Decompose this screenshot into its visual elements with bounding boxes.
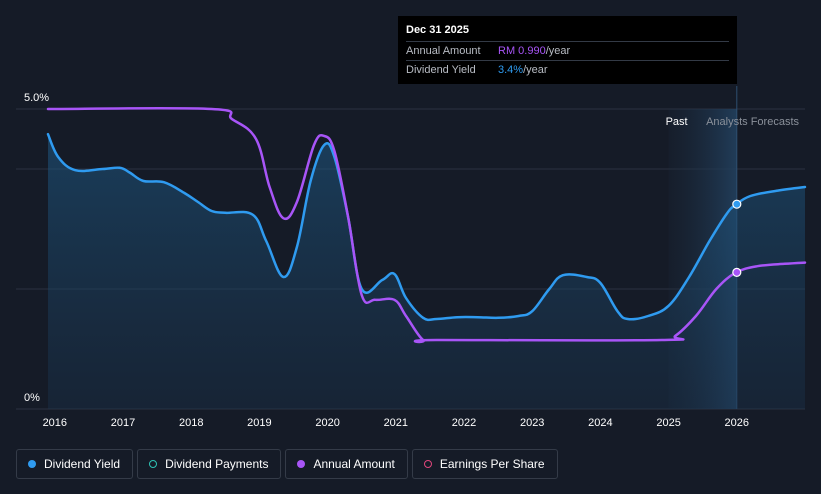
x-tick-label: 2021 bbox=[384, 417, 408, 429]
legend-earnings-per-share[interactable]: Earnings Per Share bbox=[411, 449, 558, 479]
tooltip-unit: /year bbox=[523, 64, 548, 76]
tooltip-unit: /year bbox=[545, 45, 571, 57]
tooltip-row-dividend-yield: Dividend Yield 3.4% /year bbox=[406, 60, 729, 79]
x-tick-label: 2018 bbox=[179, 417, 203, 429]
series-lines bbox=[46, 106, 807, 344]
series-markers bbox=[732, 199, 742, 277]
y-axis-ticks: 5.0% 0% bbox=[24, 92, 49, 404]
tooltip-value: 3.4% bbox=[498, 64, 524, 76]
annual-amount-line bbox=[46, 106, 807, 344]
legend-annual-amount[interactable]: Annual Amount bbox=[285, 449, 408, 479]
x-tick-label: 2020 bbox=[315, 417, 339, 429]
y-tick-label: 0% bbox=[24, 392, 40, 404]
x-tick-label: 2026 bbox=[725, 417, 749, 429]
x-tick-label: 2023 bbox=[520, 417, 544, 429]
tooltip-value: RM 0.990 bbox=[498, 45, 546, 57]
legend-label: Dividend Yield bbox=[44, 457, 121, 471]
x-tick-label: 2019 bbox=[247, 417, 271, 429]
legend-label: Earnings Per Share bbox=[439, 457, 545, 471]
legend-label: Annual Amount bbox=[313, 457, 395, 471]
y-tick-label: 5.0% bbox=[24, 92, 49, 104]
tooltip-label: Annual Amount bbox=[406, 45, 481, 57]
legend-dividend-payments[interactable]: Dividend Payments bbox=[137, 449, 282, 479]
legend-dot-icon bbox=[28, 460, 36, 468]
tooltip-row-annual-amount: Annual Amount RM 0.990 /year bbox=[406, 41, 729, 60]
tooltip-label: Dividend Yield bbox=[406, 64, 476, 76]
data-tooltip: Dec 31 2025 Annual Amount RM 0.990 /year… bbox=[398, 16, 737, 84]
tooltip-date: Dec 31 2025 bbox=[406, 24, 469, 36]
chart-legend: Dividend Yield Dividend Payments Annual … bbox=[16, 449, 558, 479]
legend-hollow-dot-icon bbox=[149, 460, 158, 468]
legend-dot-icon bbox=[297, 460, 306, 468]
dividend-yield-marker bbox=[732, 199, 742, 209]
x-axis-ticks: 2016 2017 2018 2019 2020 2021 2022 2023 2024 2025… bbox=[43, 417, 749, 429]
annual-amount-marker bbox=[732, 267, 742, 277]
x-tick-label: 2024 bbox=[588, 417, 612, 429]
x-tick-label: 2025 bbox=[656, 417, 680, 429]
forecast-label: Analysts Forecasts bbox=[706, 116, 799, 128]
legend-hollow-dot-icon bbox=[423, 460, 432, 468]
past-label: Past bbox=[666, 116, 688, 128]
x-tick-label: 2022 bbox=[452, 417, 476, 429]
legend-label: Dividend Payments bbox=[165, 457, 269, 471]
dividend-yield-line bbox=[46, 132, 807, 322]
legend-dividend-yield[interactable]: Dividend Yield bbox=[16, 449, 134, 479]
x-tick-label: 2017 bbox=[111, 417, 135, 429]
x-tick-label: 2016 bbox=[43, 417, 67, 429]
